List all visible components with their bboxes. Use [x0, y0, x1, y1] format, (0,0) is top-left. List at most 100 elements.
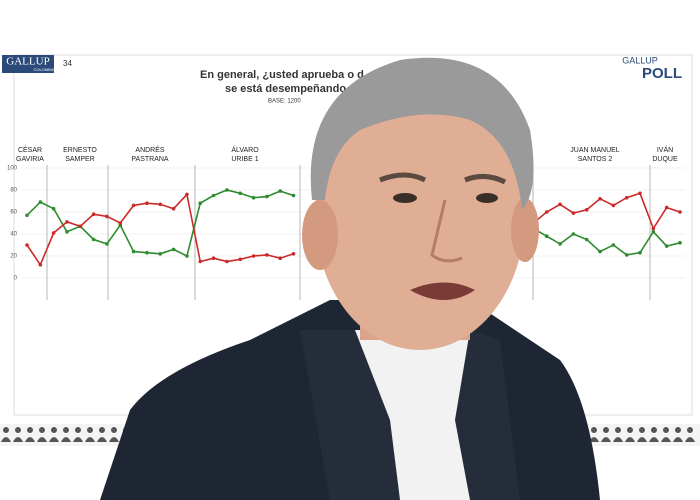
series-point — [225, 188, 229, 192]
series-point — [584, 208, 589, 212]
series-point — [131, 203, 136, 208]
series-point — [51, 231, 56, 235]
icon-head — [15, 427, 21, 433]
icon-body — [97, 437, 107, 442]
icon-head — [75, 427, 81, 433]
period-label: CÉSAR — [18, 145, 42, 154]
series-point — [211, 193, 216, 198]
series-point — [558, 242, 562, 246]
series-point — [624, 253, 629, 257]
icon-head — [651, 427, 657, 433]
series-point — [185, 192, 189, 197]
series-point — [278, 189, 283, 193]
icon-head — [663, 427, 669, 433]
period-label: URIBE 1 — [231, 156, 258, 163]
series-point — [638, 250, 642, 255]
icon-head — [603, 427, 609, 433]
series-point — [118, 221, 123, 225]
series-point — [611, 203, 616, 208]
icon-body — [85, 437, 95, 442]
series-point — [145, 250, 149, 255]
icon-head — [3, 427, 9, 433]
series-point — [91, 237, 96, 242]
series-point — [251, 195, 256, 200]
icon-body — [625, 437, 635, 442]
icon-body — [49, 437, 59, 442]
series-point — [624, 195, 629, 200]
series-point — [158, 202, 163, 207]
icon-head — [615, 427, 621, 433]
icon-head — [111, 427, 117, 433]
series-point — [291, 252, 296, 256]
icon-body — [25, 437, 35, 442]
series-point — [185, 254, 189, 258]
chart-title: En general, ¿usted aprueba o d — [200, 69, 364, 81]
icon-head — [51, 427, 57, 433]
icon-head — [639, 427, 645, 433]
icon-head — [675, 427, 681, 433]
series-point — [598, 249, 602, 254]
icon-head — [687, 427, 693, 433]
series-point — [38, 200, 43, 204]
series-point — [51, 206, 56, 211]
y-tick-label: 60 — [10, 210, 17, 216]
person-photo — [100, 57, 600, 500]
chart-base: BASE: 1200 — [268, 99, 301, 105]
period-label: PASTRANA — [131, 156, 169, 163]
icon-body — [37, 437, 47, 442]
series-point — [25, 243, 29, 247]
series-point — [211, 256, 216, 261]
icon-body — [1, 437, 11, 442]
series-point — [131, 249, 136, 254]
series-point — [664, 205, 669, 210]
series-point — [638, 191, 642, 196]
icon-body — [649, 437, 659, 442]
series-point — [598, 197, 602, 201]
series-point — [651, 230, 656, 234]
period-label: IVÁN — [657, 145, 673, 154]
series-point — [571, 211, 576, 215]
period-label: GAVIRIA — [16, 156, 44, 163]
icon-body — [61, 437, 71, 442]
series-point — [198, 201, 203, 205]
series-point — [544, 234, 549, 238]
series-point — [171, 206, 176, 211]
y-tick-label: 0 — [14, 276, 18, 282]
series-point — [678, 210, 682, 214]
series-point — [678, 241, 682, 245]
series-point — [158, 252, 163, 256]
icon-body — [589, 437, 599, 442]
y-tick-label: 20 — [10, 254, 17, 260]
icon-body — [637, 437, 647, 442]
series-point — [584, 237, 589, 242]
y-tick-label: 80 — [10, 188, 17, 194]
icon-head — [627, 427, 633, 433]
icon-body — [661, 437, 671, 442]
series-point — [198, 259, 203, 264]
y-tick-label: 40 — [10, 232, 17, 238]
series-point — [145, 201, 149, 205]
period-label: SAMPER — [65, 156, 95, 163]
series-point — [38, 263, 43, 267]
series-point — [265, 194, 269, 199]
period-label: DUQUE — [652, 156, 678, 163]
series-point — [558, 202, 562, 207]
icon-head — [39, 427, 45, 433]
icon-body — [601, 437, 611, 442]
icon-body — [73, 437, 83, 442]
logo-right: POLL — [642, 65, 682, 82]
icon-head — [591, 427, 597, 433]
icon-body — [685, 437, 695, 442]
icon-body — [613, 437, 623, 442]
brand: GALLUP — [6, 56, 49, 68]
series-point — [265, 253, 269, 257]
series-point — [25, 213, 29, 218]
series-point — [65, 220, 69, 224]
series-point — [91, 212, 96, 216]
series-point — [278, 256, 283, 261]
icon-head — [63, 427, 69, 433]
period-label: SANTOS 2 — [578, 156, 613, 163]
brand-country: COLOMBIA — [33, 67, 54, 72]
period-label: ÁLVARO — [231, 145, 259, 154]
